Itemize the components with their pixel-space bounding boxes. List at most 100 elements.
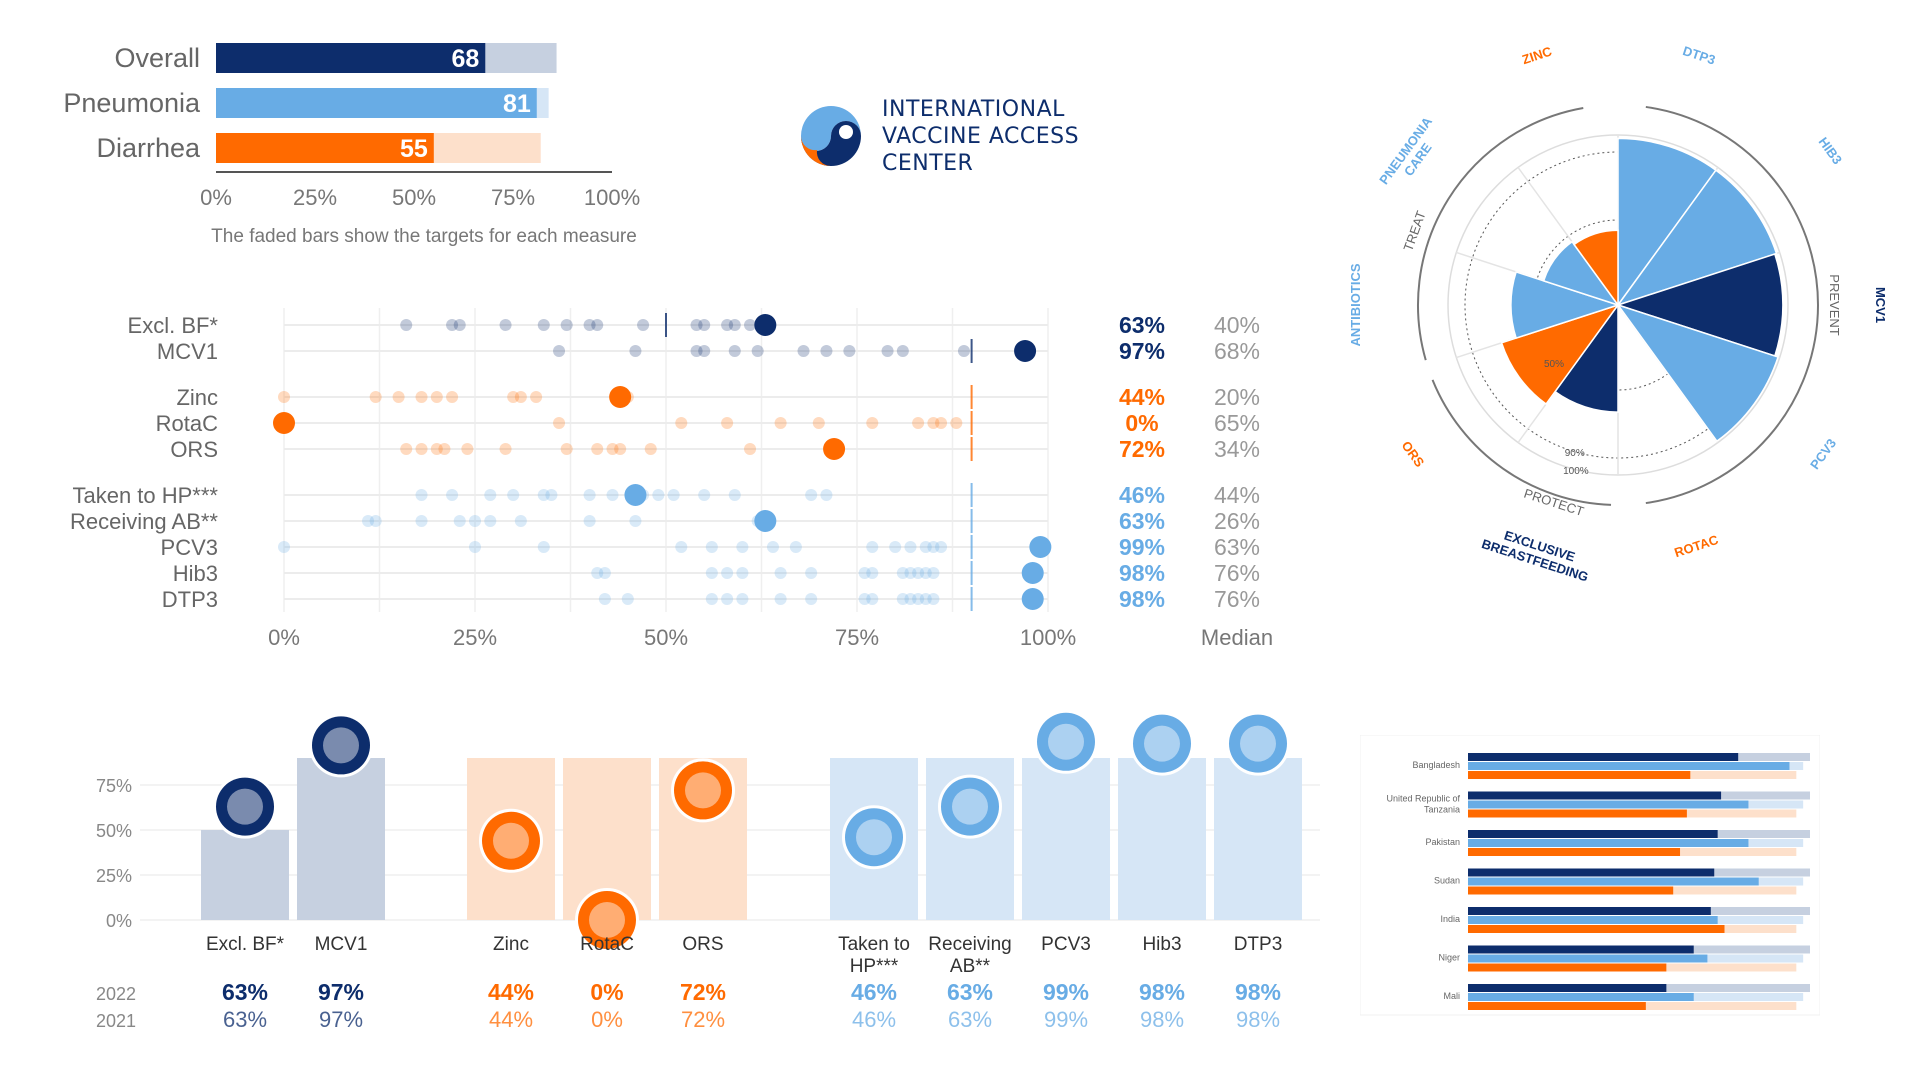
- yearly-2021-marker: [323, 727, 359, 764]
- logo-line-3: CENTER: [882, 151, 974, 176]
- dot-other-country: [598, 593, 611, 605]
- logo-line-1: INTERNATIONAL: [882, 97, 1065, 122]
- dot-other-country: [881, 345, 894, 357]
- dot-other-country: [591, 567, 604, 579]
- dot-other-country: [904, 541, 917, 553]
- yearly-value-circle: [578, 891, 636, 949]
- yearly-value-circle: [1229, 714, 1287, 773]
- dot-other-country: [736, 567, 749, 579]
- country-bar: [1468, 868, 1715, 877]
- radial-ring-label: 100%: [1563, 466, 1589, 477]
- dot-median-label: 26%: [1214, 508, 1260, 534]
- dot-other-country: [896, 567, 909, 579]
- dot-value-label: 44%: [1119, 384, 1165, 410]
- dot-other-country: [896, 345, 909, 357]
- yearly-2021-marker: [227, 788, 263, 825]
- ivac-logo-text: INTERNATIONAL VACCINE ACCESS CENTER: [882, 96, 1079, 177]
- yearly-tick-label: 0%: [106, 911, 132, 931]
- dot-other-country: [514, 391, 527, 403]
- dot-other-country: [751, 345, 764, 357]
- score-value-label: 68: [451, 45, 479, 73]
- country-label: Niger: [1438, 953, 1460, 963]
- yearly-2022-value: 44%: [488, 979, 534, 1005]
- dot-other-country: [912, 593, 925, 605]
- dot-other-country: [950, 417, 963, 429]
- dot-value-label: 63%: [1119, 312, 1165, 338]
- dot-other-country: [935, 417, 948, 429]
- radial-protect-arc: [1431, 379, 1612, 506]
- score-category-label: Diarrhea: [96, 133, 201, 163]
- dot-row-label: Excl. BF*: [128, 313, 219, 338]
- dot-row-label: Taken to HP***: [72, 483, 218, 508]
- score-bar: [216, 88, 537, 118]
- country-bar: [1468, 839, 1749, 847]
- dot-other-country: [446, 319, 459, 331]
- yearly-tick-label: 25%: [96, 866, 132, 886]
- country-label: Bangladesh: [1412, 760, 1460, 770]
- dot-median-label: 65%: [1214, 410, 1260, 436]
- yearly-category-label: Excl. BF*: [206, 934, 285, 955]
- radial-category-label: ZINC: [1520, 43, 1554, 67]
- radial-ring-label: 50%: [1544, 359, 1564, 370]
- dot-other-country: [736, 541, 749, 553]
- country-label: Tanzania: [1424, 805, 1460, 815]
- dot-other-country: [721, 593, 734, 605]
- dot-row-label: Receiving AB**: [70, 509, 218, 534]
- dot-other-country: [721, 319, 734, 331]
- dot-highlight: [609, 386, 632, 408]
- country-bar: [1468, 753, 1739, 761]
- dot-other-country: [698, 489, 711, 501]
- dot-highlight: [1014, 340, 1037, 362]
- country-bar: [1468, 762, 1790, 770]
- dot-other-country: [919, 541, 932, 553]
- yearly-2021-value: 63%: [223, 1007, 267, 1032]
- dot-other-country: [705, 541, 718, 553]
- dot-other-country: [667, 489, 680, 501]
- dot-median-label: 44%: [1214, 482, 1260, 508]
- dot-other-country: [935, 541, 948, 553]
- scores-chart: Overall 68 Pneumonia 81 Diarrhea 55 0% 25% 50% 75…: [63, 43, 640, 247]
- yearly-2021-value: 99%: [1044, 1007, 1088, 1032]
- yearly-2021-marker: [685, 772, 721, 809]
- score-tick-label: 25%: [293, 185, 337, 210]
- dot-other-country: [721, 567, 734, 579]
- dot-other-country: [484, 489, 497, 501]
- dot-highlight: [1029, 536, 1052, 558]
- dot-tick-label: 100%: [1020, 625, 1076, 650]
- yearly-2021-marker: [1240, 725, 1276, 762]
- dot-other-country: [415, 515, 428, 527]
- yearly-2022-value: 99%: [1043, 979, 1089, 1005]
- country-label: Sudan: [1434, 876, 1460, 886]
- country-bar: [1468, 945, 1694, 954]
- dot-other-country: [904, 593, 917, 605]
- radial-slice: [1542, 240, 1620, 307]
- dot-other-country: [469, 515, 481, 527]
- dot-highlight: [823, 438, 846, 460]
- dot-other-country: [744, 319, 757, 331]
- ivac-logo-icon: [800, 106, 861, 167]
- score-category-label: Pneumonia: [63, 88, 201, 118]
- yearly-tick-label: 75%: [96, 776, 132, 796]
- dot-median-label: 76%: [1214, 560, 1260, 586]
- dot-highlight: [754, 314, 777, 336]
- dot-other-country: [927, 417, 940, 429]
- yearly-value-circle: [216, 777, 274, 836]
- country-bar: [1468, 809, 1687, 818]
- score-bar: [216, 43, 486, 73]
- dot-other-country: [278, 541, 290, 553]
- country-bar: [1468, 963, 1667, 972]
- radial-slice: [1616, 169, 1778, 307]
- dot-other-country: [507, 391, 520, 403]
- dot-other-country: [614, 443, 627, 455]
- dot-highlight: [624, 484, 647, 506]
- yearly-category-label: Hib3: [1142, 934, 1181, 955]
- yearly-tick-label: 50%: [96, 821, 132, 841]
- dot-value-label: 98%: [1119, 560, 1165, 586]
- yearly-2022-value: 98%: [1139, 979, 1185, 1005]
- dot-other-country: [675, 417, 688, 429]
- dot-other-country: [820, 345, 833, 357]
- yearly-2021-marker: [1144, 725, 1180, 762]
- yearly-value-circle: [845, 808, 903, 867]
- dot-other-country: [553, 345, 566, 357]
- dot-other-country: [400, 443, 413, 455]
